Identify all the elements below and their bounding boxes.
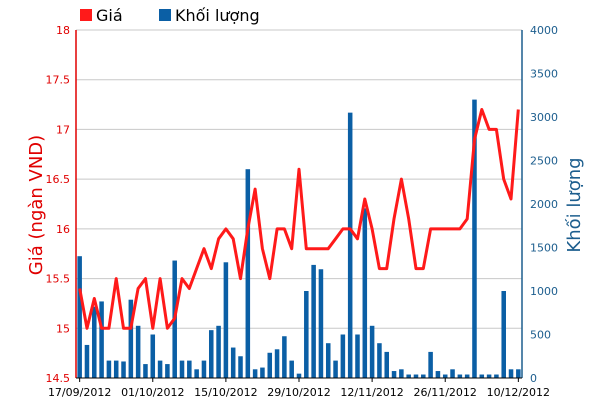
volume-bar	[494, 374, 499, 378]
right-tick-label: 3000	[530, 111, 558, 124]
volume-bar	[179, 360, 185, 378]
volume-bar	[223, 262, 229, 378]
volume-bar	[340, 334, 346, 378]
volume-bar	[347, 112, 353, 379]
volume-bar	[325, 343, 331, 378]
volume-bar	[260, 367, 265, 378]
x-tick-label: 15/10/2012	[194, 386, 257, 399]
x-tick-label: 01/10/2012	[121, 386, 184, 399]
right-tick-label: 4000	[530, 24, 558, 37]
volume-bar	[77, 256, 82, 378]
volume-bar	[501, 291, 506, 378]
volume-bar	[121, 361, 126, 378]
left-tick-label: 17	[56, 123, 70, 136]
volume-bar	[442, 374, 448, 378]
volume-bar	[413, 374, 419, 378]
volume-bar	[304, 291, 309, 378]
volume-bar	[99, 301, 104, 378]
volume-bar	[479, 374, 485, 378]
volume-bar	[333, 360, 338, 378]
volume-bar	[318, 269, 324, 378]
left-axis-title: Giá (ngàn VND)	[26, 135, 47, 275]
volume-bar	[165, 364, 170, 378]
legend: Giá Khối lượng	[80, 6, 260, 25]
volume-bar	[391, 371, 397, 378]
right-tick-label: 0	[530, 372, 537, 385]
volume-bar	[377, 343, 382, 378]
volume-bar	[252, 369, 258, 378]
volume-bar	[428, 351, 433, 378]
x-tick-label: 12/11/2012	[340, 386, 403, 399]
volume-bar	[84, 344, 90, 378]
x-tick-label: 10/12/2012	[487, 386, 550, 399]
right-tick-label: 500	[530, 329, 551, 342]
volume-bar	[245, 169, 251, 378]
volume-bar	[128, 299, 134, 378]
right-axis-title: Khối lượng	[564, 157, 585, 252]
left-tick-label: 17.5	[46, 74, 71, 87]
volume-bar	[384, 351, 390, 378]
right-tick-label: 1500	[530, 242, 558, 255]
right-tick-label: 3500	[530, 68, 558, 81]
price-line	[78, 108, 520, 330]
right-tick-label: 2500	[530, 155, 558, 168]
left-tick-label: 16	[56, 223, 70, 236]
volume-bar	[201, 360, 207, 378]
volume-bar	[282, 336, 287, 378]
volume-bar	[457, 374, 463, 378]
volume-bar	[362, 208, 368, 378]
volume-bar	[267, 352, 273, 378]
volume-bar	[421, 374, 426, 378]
volume-bar	[208, 330, 214, 378]
volume-bar	[157, 360, 163, 378]
left-tick-label: 14.5	[46, 372, 71, 385]
right-tick-label: 2000	[530, 198, 558, 211]
volume-bar	[113, 360, 119, 378]
volume-bar	[216, 325, 221, 378]
volume-bar	[194, 369, 199, 378]
volume-bar	[187, 360, 192, 378]
volume-bar	[143, 364, 148, 378]
volume-bar	[355, 334, 360, 378]
x-tick-label: 29/10/2012	[267, 386, 330, 399]
volume-bar	[274, 349, 280, 378]
left-tick-label: 18	[56, 24, 70, 37]
volume-bar	[289, 360, 294, 378]
legend-swatch-volume	[159, 9, 171, 21]
left-tick-label: 15	[56, 322, 70, 335]
volume-bar	[399, 369, 404, 378]
volume-bar	[135, 325, 141, 378]
volume-bar	[450, 369, 455, 378]
left-tick-label: 15.5	[46, 273, 71, 286]
volume-bar	[464, 374, 470, 378]
volume-bar	[435, 371, 441, 378]
right-tick-label: 1000	[530, 285, 558, 298]
volume-bar	[106, 360, 112, 378]
volume-bar	[238, 356, 243, 378]
volume-bar	[150, 334, 156, 378]
gridlines	[76, 29, 522, 379]
volume-bar	[406, 374, 411, 378]
volume-bar	[311, 264, 316, 378]
legend-label-price: Giá	[96, 6, 123, 25]
left-tick-label: 16.5	[46, 173, 71, 186]
volume-bar	[230, 347, 236, 378]
x-tick-label: 26/11/2012	[414, 386, 477, 399]
volume-bar	[508, 369, 514, 378]
legend-label-volume: Khối lượng	[175, 6, 260, 25]
x-tick-label: 17/09/2012	[48, 386, 111, 399]
volume-bar	[472, 99, 477, 378]
volume-bar	[516, 369, 521, 378]
volume-bar	[369, 325, 375, 378]
volume-bar	[486, 374, 492, 378]
axes	[75, 30, 523, 382]
legend-swatch-price	[80, 9, 92, 21]
volume-bars	[77, 99, 521, 379]
volume-bar	[296, 373, 302, 378]
tick-labels: 14.5 15 15.5 16 16.5 17 17.5 18 0 500 1000 1500 2000…	[46, 24, 559, 399]
volume-bar	[92, 306, 97, 378]
